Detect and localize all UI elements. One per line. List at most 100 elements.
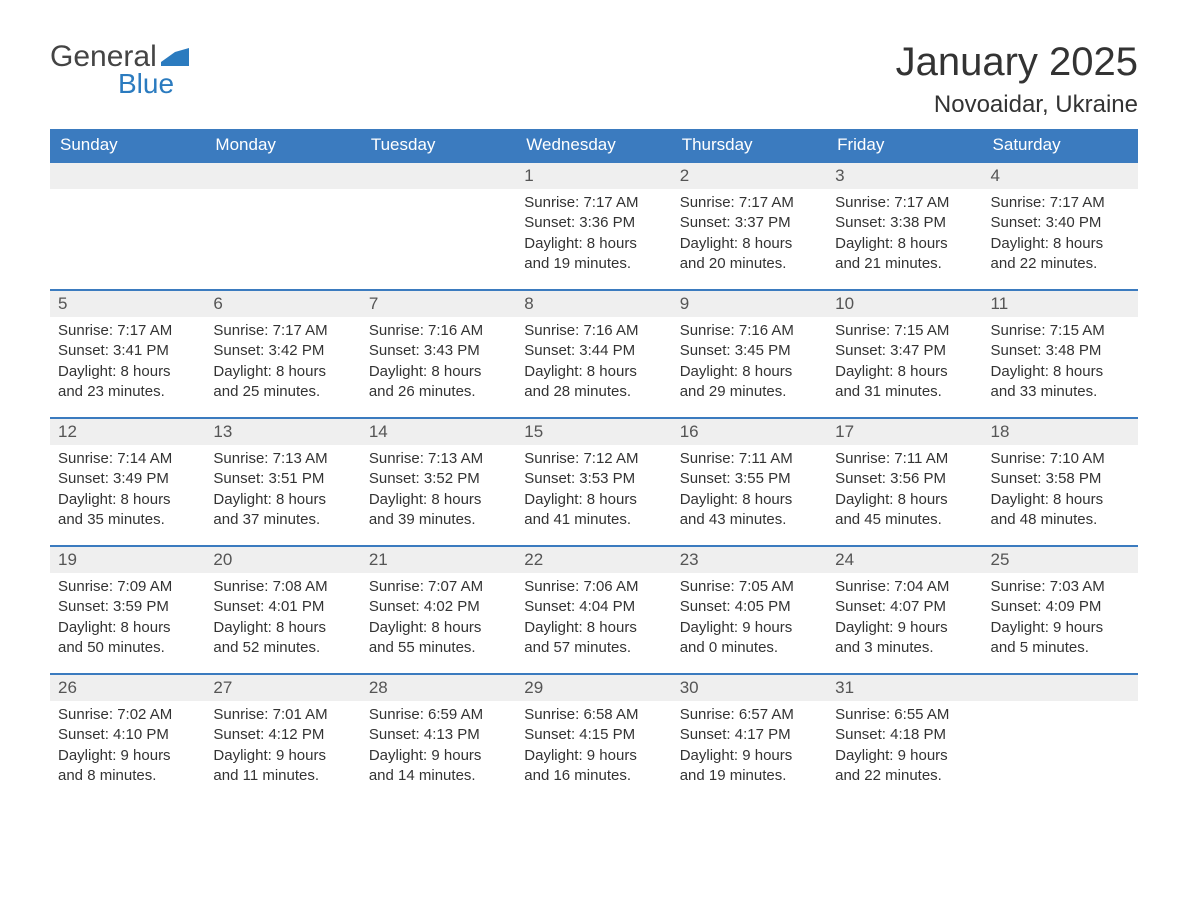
day-cell (205, 161, 360, 289)
sunrise-text: Sunrise: 7:14 AM (58, 449, 197, 469)
day-details: Sunrise: 7:06 AMSunset: 4:04 PMDaylight:… (516, 573, 671, 666)
day-number: 21 (361, 545, 516, 573)
daylight-text-2: and 35 minutes. (58, 510, 197, 530)
day-details: Sunrise: 7:12 AMSunset: 3:53 PMDaylight:… (516, 445, 671, 538)
sunset-text: Sunset: 4:15 PM (524, 725, 663, 745)
day-details: Sunrise: 6:55 AMSunset: 4:18 PMDaylight:… (827, 701, 982, 794)
sunrise-text: Sunrise: 7:03 AM (991, 577, 1130, 597)
sunrise-text: Sunrise: 7:17 AM (680, 193, 819, 213)
day-details: Sunrise: 7:10 AMSunset: 3:58 PMDaylight:… (983, 445, 1138, 538)
daylight-text-1: Daylight: 9 hours (58, 746, 197, 766)
daylight-text-2: and 23 minutes. (58, 382, 197, 402)
day-cell: 14Sunrise: 7:13 AMSunset: 3:52 PMDayligh… (361, 417, 516, 545)
day-number: 11 (983, 289, 1138, 317)
day-cell: 21Sunrise: 7:07 AMSunset: 4:02 PMDayligh… (361, 545, 516, 673)
sunset-text: Sunset: 3:51 PM (213, 469, 352, 489)
day-number: 27 (205, 673, 360, 701)
day-number: 31 (827, 673, 982, 701)
day-number: 12 (50, 417, 205, 445)
daylight-text-2: and 19 minutes. (524, 254, 663, 274)
daylight-text-1: Daylight: 8 hours (991, 362, 1130, 382)
day-cell: 9Sunrise: 7:16 AMSunset: 3:45 PMDaylight… (672, 289, 827, 417)
daylight-text-1: Daylight: 8 hours (213, 362, 352, 382)
day-details: Sunrise: 7:01 AMSunset: 4:12 PMDaylight:… (205, 701, 360, 794)
daylight-text-1: Daylight: 9 hours (213, 746, 352, 766)
daylight-text-2: and 52 minutes. (213, 638, 352, 658)
sunrise-text: Sunrise: 7:07 AM (369, 577, 508, 597)
day-cell: 2Sunrise: 7:17 AMSunset: 3:37 PMDaylight… (672, 161, 827, 289)
daylight-text-1: Daylight: 9 hours (680, 618, 819, 638)
day-number: 29 (516, 673, 671, 701)
sunset-text: Sunset: 3:44 PM (524, 341, 663, 361)
day-cell (50, 161, 205, 289)
day-header: Thursday (672, 129, 827, 161)
sunrise-text: Sunrise: 7:02 AM (58, 705, 197, 725)
sunrise-text: Sunrise: 7:16 AM (680, 321, 819, 341)
day-number: 19 (50, 545, 205, 573)
daylight-text-1: Daylight: 8 hours (680, 490, 819, 510)
sunset-text: Sunset: 4:05 PM (680, 597, 819, 617)
daylight-text-2: and 26 minutes. (369, 382, 508, 402)
sunset-text: Sunset: 3:40 PM (991, 213, 1130, 233)
day-details: Sunrise: 7:15 AMSunset: 3:48 PMDaylight:… (983, 317, 1138, 410)
sunset-text: Sunset: 3:52 PM (369, 469, 508, 489)
day-number (983, 673, 1138, 701)
day-cell: 22Sunrise: 7:06 AMSunset: 4:04 PMDayligh… (516, 545, 671, 673)
daylight-text-1: Daylight: 9 hours (369, 746, 508, 766)
day-cell (983, 673, 1138, 801)
day-details: Sunrise: 7:16 AMSunset: 3:44 PMDaylight:… (516, 317, 671, 410)
day-number: 22 (516, 545, 671, 573)
day-details: Sunrise: 7:16 AMSunset: 3:43 PMDaylight:… (361, 317, 516, 410)
sunrise-text: Sunrise: 7:06 AM (524, 577, 663, 597)
daylight-text-2: and 28 minutes. (524, 382, 663, 402)
day-header: Friday (827, 129, 982, 161)
day-cell: 24Sunrise: 7:04 AMSunset: 4:07 PMDayligh… (827, 545, 982, 673)
day-cell: 11Sunrise: 7:15 AMSunset: 3:48 PMDayligh… (983, 289, 1138, 417)
daylight-text-2: and 22 minutes. (991, 254, 1130, 274)
daylight-text-1: Daylight: 8 hours (213, 618, 352, 638)
day-number: 8 (516, 289, 671, 317)
day-cell: 6Sunrise: 7:17 AMSunset: 3:42 PMDaylight… (205, 289, 360, 417)
daylight-text-1: Daylight: 8 hours (58, 618, 197, 638)
sunrise-text: Sunrise: 7:13 AM (213, 449, 352, 469)
day-details: Sunrise: 7:13 AMSunset: 3:51 PMDaylight:… (205, 445, 360, 538)
day-number: 17 (827, 417, 982, 445)
sunset-text: Sunset: 4:09 PM (991, 597, 1130, 617)
daylight-text-1: Daylight: 8 hours (991, 234, 1130, 254)
sunset-text: Sunset: 3:45 PM (680, 341, 819, 361)
sunrise-text: Sunrise: 7:13 AM (369, 449, 508, 469)
daylight-text-2: and 31 minutes. (835, 382, 974, 402)
daylight-text-2: and 11 minutes. (213, 766, 352, 786)
day-details: Sunrise: 7:11 AMSunset: 3:56 PMDaylight:… (827, 445, 982, 538)
daylight-text-1: Daylight: 8 hours (524, 490, 663, 510)
day-cell: 26Sunrise: 7:02 AMSunset: 4:10 PMDayligh… (50, 673, 205, 801)
daylight-text-2: and 41 minutes. (524, 510, 663, 530)
day-details: Sunrise: 7:13 AMSunset: 3:52 PMDaylight:… (361, 445, 516, 538)
day-cell: 5Sunrise: 7:17 AMSunset: 3:41 PMDaylight… (50, 289, 205, 417)
day-cell: 3Sunrise: 7:17 AMSunset: 3:38 PMDaylight… (827, 161, 982, 289)
day-cell: 25Sunrise: 7:03 AMSunset: 4:09 PMDayligh… (983, 545, 1138, 673)
day-cell: 1Sunrise: 7:17 AMSunset: 3:36 PMDaylight… (516, 161, 671, 289)
day-header: Wednesday (516, 129, 671, 161)
sunset-text: Sunset: 4:13 PM (369, 725, 508, 745)
daylight-text-2: and 0 minutes. (680, 638, 819, 658)
sunrise-text: Sunrise: 7:08 AM (213, 577, 352, 597)
daylight-text-1: Daylight: 8 hours (524, 362, 663, 382)
day-details: Sunrise: 7:02 AMSunset: 4:10 PMDaylight:… (50, 701, 205, 794)
day-details: Sunrise: 7:14 AMSunset: 3:49 PMDaylight:… (50, 445, 205, 538)
daylight-text-1: Daylight: 8 hours (524, 618, 663, 638)
week-row: 5Sunrise: 7:17 AMSunset: 3:41 PMDaylight… (50, 289, 1138, 417)
day-number: 30 (672, 673, 827, 701)
sunrise-text: Sunrise: 7:12 AM (524, 449, 663, 469)
sunset-text: Sunset: 4:17 PM (680, 725, 819, 745)
day-cell: 19Sunrise: 7:09 AMSunset: 3:59 PMDayligh… (50, 545, 205, 673)
daylight-text-2: and 55 minutes. (369, 638, 508, 658)
daylight-text-1: Daylight: 8 hours (835, 362, 974, 382)
sunset-text: Sunset: 3:47 PM (835, 341, 974, 361)
sunrise-text: Sunrise: 7:11 AM (680, 449, 819, 469)
calendar-body: 1Sunrise: 7:17 AMSunset: 3:36 PMDaylight… (50, 161, 1138, 801)
sunrise-text: Sunrise: 7:16 AM (524, 321, 663, 341)
day-number: 5 (50, 289, 205, 317)
sunrise-text: Sunrise: 7:15 AM (835, 321, 974, 341)
day-details: Sunrise: 6:59 AMSunset: 4:13 PMDaylight:… (361, 701, 516, 794)
